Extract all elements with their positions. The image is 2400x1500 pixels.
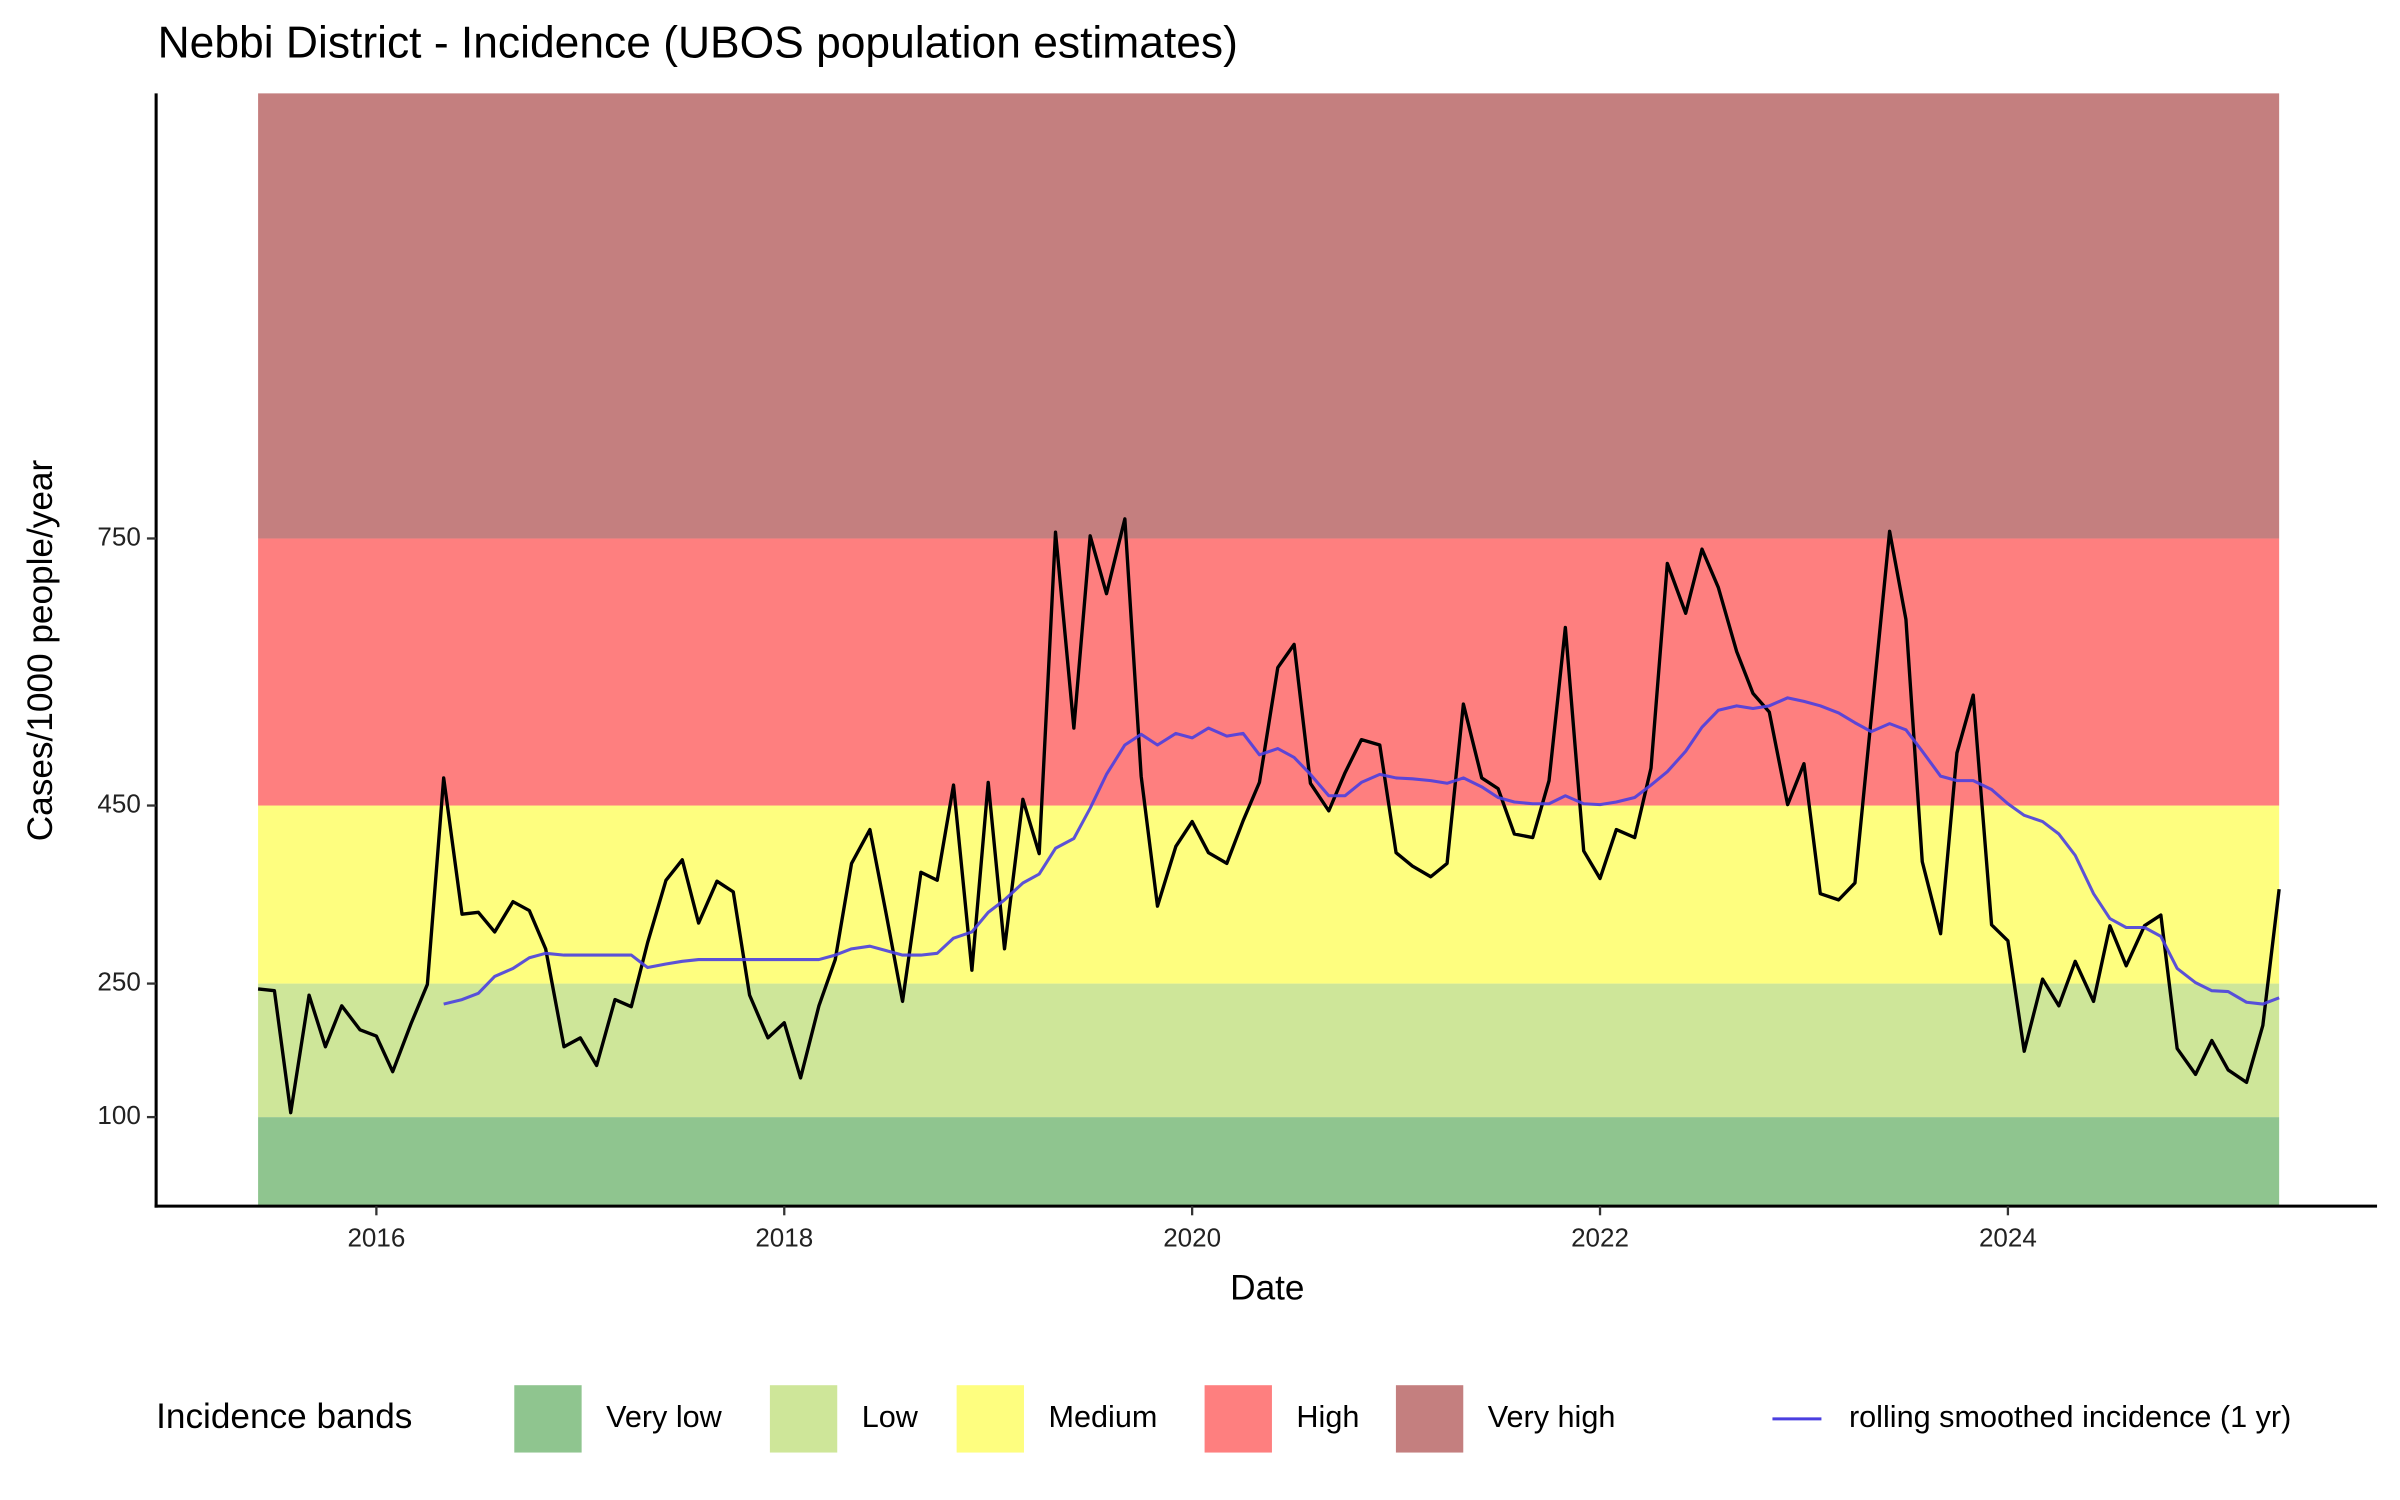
incidence-band — [258, 93, 2280, 539]
legend-label: rolling smoothed incidence (1 yr) — [1849, 1400, 2291, 1434]
lines — [257, 517, 2281, 1115]
y-tick-label: 250 — [97, 966, 140, 996]
y-tick-label: 100 — [97, 1100, 140, 1130]
y-axis-title: Cases/1000 people/year — [21, 460, 60, 842]
y-tick-label: 750 — [97, 521, 140, 551]
legend-swatch — [956, 1385, 1024, 1453]
bands — [258, 93, 2280, 1207]
x-tick-label: 2016 — [347, 1223, 405, 1253]
legend-title: Incidence bands — [156, 1397, 412, 1436]
x-tick-label: 2020 — [1163, 1223, 1221, 1253]
x-tick-label: 2018 — [755, 1223, 813, 1253]
legend-swatch — [769, 1385, 838, 1453]
legend-label: Very low — [606, 1400, 723, 1434]
incidence-band — [258, 983, 2280, 1118]
legend-swatch — [1395, 1385, 1464, 1453]
x-tick-label: 2022 — [1571, 1223, 1629, 1253]
legend-label: Medium — [1048, 1400, 1157, 1434]
chart-title: Nebbi District - Incidence (UBOS populat… — [158, 19, 1238, 68]
incidence-band — [258, 805, 2280, 984]
legend-swatch — [514, 1385, 582, 1453]
series-line — [443, 696, 2280, 1006]
x-axis-title: Date — [1230, 1269, 1304, 1308]
x-tick-label: 2024 — [1979, 1223, 2037, 1253]
series-line — [257, 517, 2281, 1115]
legend-label: Very high — [1488, 1400, 1616, 1434]
legend: Very low Low Medium High Very high rolling sm… — [514, 1385, 2291, 1453]
legend-swatch — [1204, 1385, 1272, 1453]
incidence-band — [258, 1117, 2280, 1207]
legend-label: High — [1296, 1400, 1359, 1434]
legend-label: Low — [862, 1400, 919, 1434]
y-tick-label: 450 — [97, 788, 140, 818]
incidence-band — [258, 538, 2280, 806]
axes: 100 250 450 750 2016 2018 2020 2022 2024 — [97, 93, 2378, 1253]
